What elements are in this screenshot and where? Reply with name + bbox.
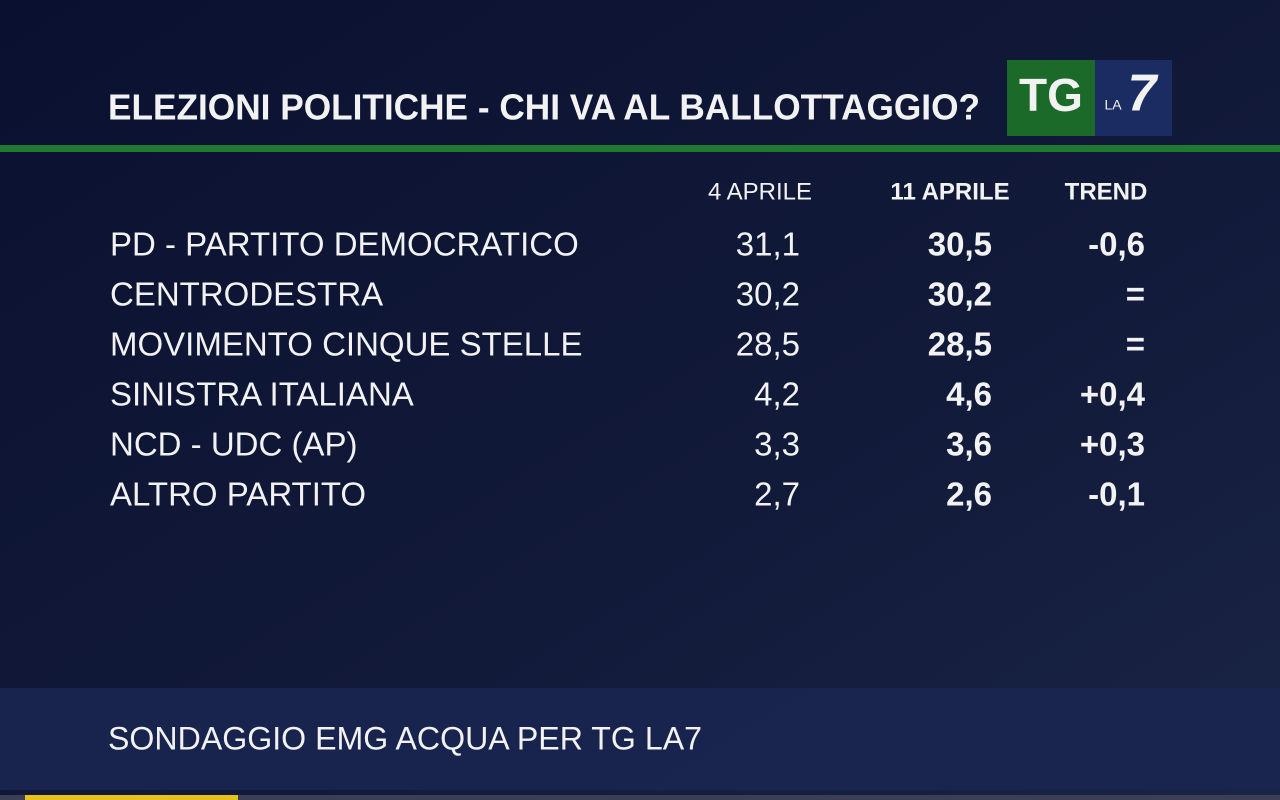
title: ELEZIONI POLITICHE - CHI VA AL BALLOTTAG… — [108, 87, 980, 128]
row-label: PD - PARTITO DEMOCRATICO — [110, 226, 579, 263]
row-label: NCD - UDC (AP) — [110, 426, 357, 463]
column-header: TREND — [1065, 178, 1148, 205]
cell-value: -0,1 — [1088, 476, 1145, 513]
cell-value: 3,3 — [754, 426, 800, 463]
table: 4 APRILE 11 APRILE TREND PD - PARTITO DEMOC… — [110, 178, 1147, 512]
progress-track — [0, 795, 1280, 800]
row-label: SINISTRA ITALIANA — [110, 376, 414, 413]
column-header: 4 APRILE — [708, 178, 812, 205]
cell-value: 30,5 — [928, 226, 992, 263]
row-label: MOVIMENTO CINQUE STELLE — [110, 326, 582, 363]
cell-value: 3,6 — [946, 426, 992, 463]
row-label: ALTRO PARTITO — [110, 476, 366, 513]
row-label: CENTRODESTRA — [110, 276, 383, 313]
cell-value: -0,6 — [1088, 226, 1145, 263]
logo-green — [1007, 60, 1095, 136]
cell-value: 30,2 — [736, 276, 800, 313]
logo-la: LA — [1104, 97, 1122, 113]
footer-band — [0, 688, 1280, 790]
cell-value: 28,5 — [736, 326, 800, 363]
cell-value: 4,2 — [754, 376, 800, 413]
cell-value: 2,7 — [754, 476, 800, 513]
footer-source: SONDAGGIO EMG ACQUA PER TG LA7 — [108, 720, 702, 756]
progress-bar — [25, 795, 238, 800]
cell-value: 31,1 — [736, 226, 800, 263]
column-header: 11 APRILE — [890, 178, 1009, 205]
cell-value: 4,6 — [946, 376, 992, 413]
cell-value: 2,6 — [946, 476, 992, 513]
cell-value: +0,3 — [1080, 426, 1145, 463]
logo: TG LA 7 — [1007, 60, 1172, 136]
logo-tg: TG — [1019, 69, 1083, 121]
cell-value: = — [1126, 276, 1145, 313]
cell-value: 28,5 — [928, 326, 992, 363]
logo-seven: 7 — [1128, 65, 1159, 123]
cell-value: +0,4 — [1080, 376, 1146, 413]
logo-blue — [1095, 60, 1172, 136]
cell-value: = — [1126, 326, 1145, 363]
cell-value: 30,2 — [928, 276, 992, 313]
divider — [0, 145, 1280, 152]
